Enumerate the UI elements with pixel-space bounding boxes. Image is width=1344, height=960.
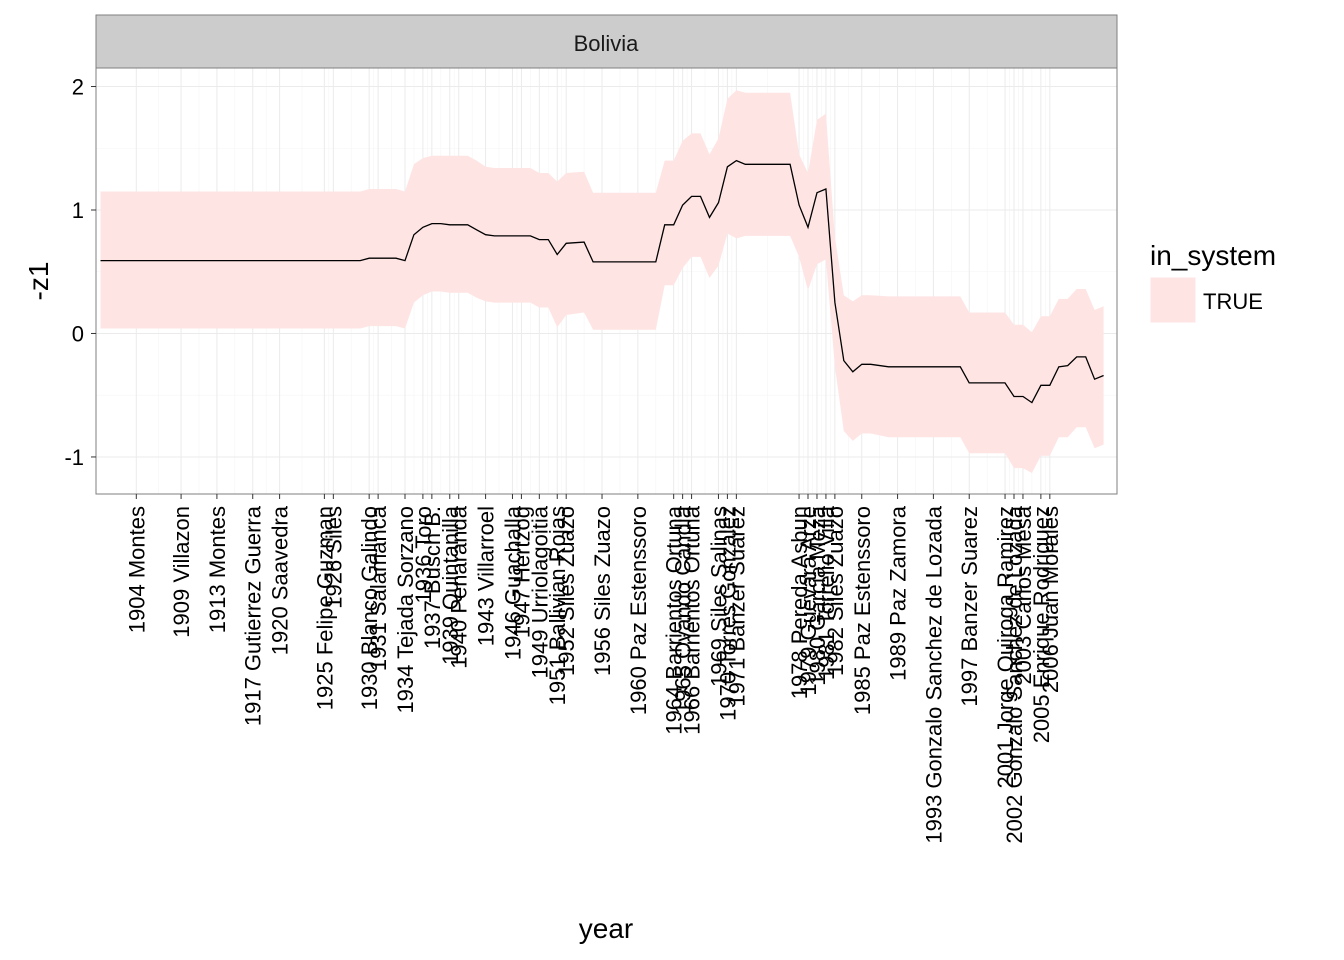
x-tick-label: 1949 Urriolagoitia	[527, 505, 552, 678]
x-tick-label: 2002 Gonzalo Sanchez de Lozada	[1002, 505, 1027, 843]
legend-title: in_system	[1150, 240, 1276, 271]
x-tick-label: 1980 Garcia Meza	[805, 505, 830, 686]
x-tick-label: 1925 Felipe Guzman	[312, 506, 337, 710]
facet-strip-label: Bolivia	[574, 31, 640, 56]
x-tick-label: 1952 Siles Zuazo	[554, 506, 579, 676]
x-tick-label: 1917 Gutierrez Guerra	[241, 505, 266, 726]
x-tick-label: 1969 Siles Salinas	[706, 506, 731, 687]
series-line	[100, 159, 1104, 404]
x-tick-label: 1920 Saavedra	[268, 505, 293, 655]
x-tick-label: 1971 Banzer Suarez	[724, 506, 749, 707]
legend-label-true: TRUE	[1203, 289, 1263, 314]
x-tick-label: 1965 Ovando Candia	[671, 505, 696, 714]
x-tick-label: 1913 Montes	[205, 506, 230, 633]
x-tick-label: 2001 Jorge Quiroga Ramirez	[993, 506, 1018, 788]
x-tick-label: 1936 Toro	[411, 506, 436, 603]
y-tick-label: 1	[72, 198, 84, 223]
x-tick-label: 1946 Guachalla	[500, 505, 525, 660]
x-tick-label: 1909 Villazon	[169, 506, 194, 638]
x-tick-label: 1951 Ballivian Rojas	[545, 506, 570, 705]
x-tick-label: 1989 Paz Zamora	[886, 505, 911, 681]
x-tick-label: 1993 Gonzalo Sanchez de Lozada	[921, 505, 946, 843]
x-tick-label: 1943 Villarroel	[474, 506, 499, 646]
facet-strip	[95, 14, 1118, 69]
x-tick-label: 1904 Montes	[124, 506, 149, 633]
legend-key	[1149, 276, 1197, 324]
x-tick-label: 1997 Banzer Suarez	[957, 506, 982, 707]
x-tick-label: 1930 Blanco Galindo	[357, 506, 382, 710]
x-tick-label: 1940 Penaranda	[447, 505, 472, 668]
x-axis: 1904 Montes 1909 Villazon 1913 Montes 1917 …	[124, 494, 1063, 844]
y-axis-title: -z1	[23, 262, 54, 301]
y-tick-label: 0	[72, 321, 84, 346]
x-tick-label: 2005 Enrique Rodriguez	[1029, 506, 1054, 743]
x-tick-label: 2006 Juan Morales	[1038, 506, 1063, 693]
confidence-ribbon	[100, 90, 1104, 473]
legend: in_system TRUE	[1149, 240, 1276, 324]
y-tick-label: 2	[72, 75, 84, 100]
y-axis: -1 0 1 2	[64, 75, 96, 470]
x-tick-label: 1970 Torres Gonzalez	[715, 506, 740, 721]
x-tick-label: 1978 Pereda Asbun	[787, 506, 812, 699]
x-tick-label: 1981 Torrelio Villa	[814, 505, 839, 680]
x-axis-title: year	[579, 913, 633, 944]
x-tick-label: 1982 Siles Zuazo	[823, 506, 848, 676]
y-tick-label: -1	[64, 445, 84, 470]
x-tick-label: 1931 Salamanca	[366, 505, 391, 671]
x-tick-label: 1966 Barrientos Ortuna	[680, 505, 705, 734]
x-tick-label: 1939 Quintanilla	[438, 505, 463, 665]
x-tick-label: 1934 Tejada Sorzano	[393, 506, 418, 714]
x-tick-label: 1947 Hertzog	[509, 506, 534, 638]
x-tick-label: 1956 Siles Zuazo	[590, 506, 615, 676]
x-tick-label: 1979 Guevara Arze	[796, 506, 821, 696]
x-tick-label: 1926 Siles	[321, 506, 346, 609]
x-tick-label: 1937 Busch B.	[420, 506, 445, 649]
x-tick-label: 2003 Carlos Mesa	[1011, 505, 1036, 684]
x-tick-label: 1985 Paz Estenssoro	[850, 506, 875, 715]
x-tick-label: 1964 Barrientos Ortuna	[662, 505, 687, 734]
x-tick-label: 1960 Paz Estenssoro	[626, 506, 651, 715]
